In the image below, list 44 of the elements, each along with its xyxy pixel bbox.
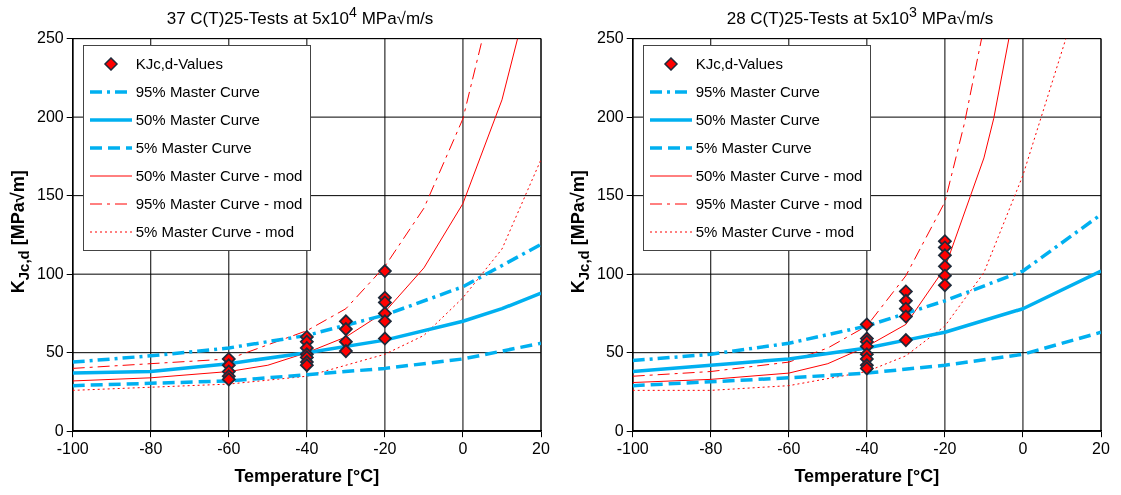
legend-label: 95% Master Curve - mod — [695, 195, 863, 213]
chart-title: 37 C(T)25-Tests at 5x10$^{4}$ MPa√m/s — [165, 4, 435, 29]
legend-label: 5% Master Curve - mod — [695, 223, 855, 241]
x-tick-label: -80 — [139, 440, 163, 458]
x-tick-label: 0 — [1018, 440, 1028, 458]
y-tick-label: 150 — [36, 186, 64, 204]
legend-label: 5% Master Curve — [695, 139, 812, 157]
y-tick-label: 250 — [36, 29, 64, 47]
y-tick-label: 0 — [614, 421, 624, 439]
x-axis-title: Temperature [°C] — [234, 466, 380, 487]
legend-label: 5% Master Curve — [135, 139, 252, 157]
x-tick-label: -40 — [295, 440, 319, 458]
y-tick-label: 200 — [596, 107, 624, 125]
legend-label: 95% Master Curve - mod — [135, 195, 303, 213]
x-tick-label: 20 — [532, 440, 550, 458]
y-tick-label: 0 — [54, 421, 64, 439]
legend-label: KJc,d-Values — [135, 55, 223, 73]
legend-label: 50% Master Curve - mod — [135, 167, 303, 185]
chart-title: 28 C(T)25-Tests at 5x10$^{3}$ MPa√m/s — [725, 4, 995, 29]
legend-label: 50% Master Curve - mod — [695, 167, 863, 185]
y-tick-label: 150 — [596, 186, 624, 204]
x-tick-label: -60 — [777, 440, 801, 458]
legend-label: KJc,d-Values — [695, 55, 783, 73]
legend-label: 95% Master Curve — [135, 83, 260, 101]
x-tick-label: 20 — [1092, 440, 1110, 458]
legend-label: 95% Master Curve — [695, 83, 820, 101]
x-tick-label: 0 — [458, 440, 468, 458]
x-axis-title: Temperature [°C] — [794, 466, 940, 487]
x-tick-label: -80 — [699, 440, 723, 458]
y-tick-label: 50 — [605, 343, 624, 361]
x-tick-label: -40 — [855, 440, 879, 458]
y-tick-label: 50 — [45, 343, 64, 361]
x-tick-label: -20 — [373, 440, 397, 458]
x-tick-label: -60 — [217, 440, 241, 458]
y-tick-label: 100 — [36, 264, 64, 282]
y-tick-label: 200 — [36, 107, 64, 125]
legend-label: 5% Master Curve - mod — [135, 223, 295, 241]
legend-label: 50% Master Curve — [135, 111, 260, 129]
x-tick-label: -100 — [56, 440, 89, 458]
x-tick-label: -20 — [933, 440, 957, 458]
y-tick-label: 250 — [596, 29, 624, 47]
legend-label: 50% Master Curve — [695, 111, 820, 129]
x-tick-label: -100 — [616, 440, 649, 458]
y-tick-label: 100 — [596, 264, 624, 282]
